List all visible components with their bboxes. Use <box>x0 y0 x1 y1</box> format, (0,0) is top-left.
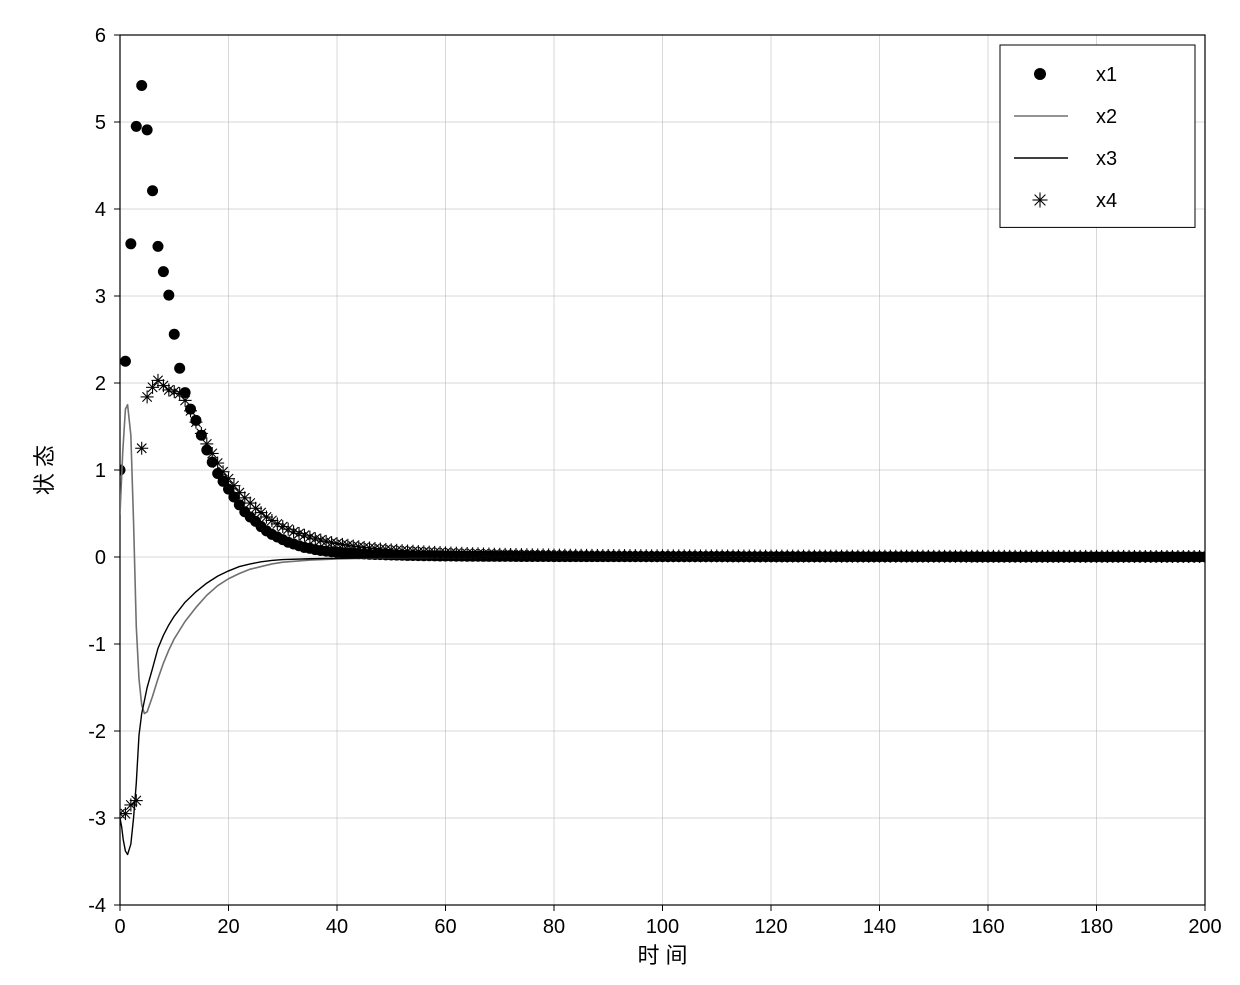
x-axis-label: 时 间 <box>637 943 687 968</box>
x-tick-label: 200 <box>1188 916 1221 938</box>
x-tick-label: 60 <box>434 916 456 938</box>
y-tick-label: 5 <box>95 112 106 134</box>
x-tick-label: 120 <box>754 916 787 938</box>
y-tick-label: -2 <box>88 721 106 743</box>
y-tick-label: 6 <box>95 25 106 47</box>
legend-label: x3 <box>1096 148 1117 170</box>
y-tick-label: 2 <box>95 373 106 395</box>
y-tick-label: 3 <box>95 286 106 308</box>
legend-label: x4 <box>1096 190 1117 212</box>
legend-label: x2 <box>1096 106 1117 128</box>
x-tick-label: 0 <box>114 916 125 938</box>
x-tick-label: 160 <box>971 916 1004 938</box>
y-tick-label: -1 <box>88 634 106 656</box>
y-tick-label: 1 <box>95 460 106 482</box>
y-tick-label: 0 <box>95 547 106 569</box>
y-tick-label: -4 <box>88 895 106 917</box>
x-tick-label: 20 <box>217 916 239 938</box>
legend: x1 x2 x3 x4 <box>1000 45 1195 227</box>
y-tick-label: -3 <box>88 808 106 830</box>
x-tick-label: 140 <box>863 916 896 938</box>
state-time-chart: 0 20 40 60 80 100 120 140 160 180 200 -4 -3 -2 -1 0 1 2 3 4… <box>0 0 1240 985</box>
legend-label: x1 <box>1096 64 1117 86</box>
x-tick-label: 40 <box>326 916 348 938</box>
y-tick-label: 4 <box>95 199 106 221</box>
y-axis-label: 状 态 <box>32 445 57 495</box>
chart-container: 0 20 40 60 80 100 120 140 160 180 200 -4 -3 -2 -1 0 1 2 3 4… <box>0 0 1240 985</box>
x-tick-label: 180 <box>1080 916 1113 938</box>
x-tick-label: 80 <box>543 916 565 938</box>
x-tick-label: 100 <box>646 916 679 938</box>
